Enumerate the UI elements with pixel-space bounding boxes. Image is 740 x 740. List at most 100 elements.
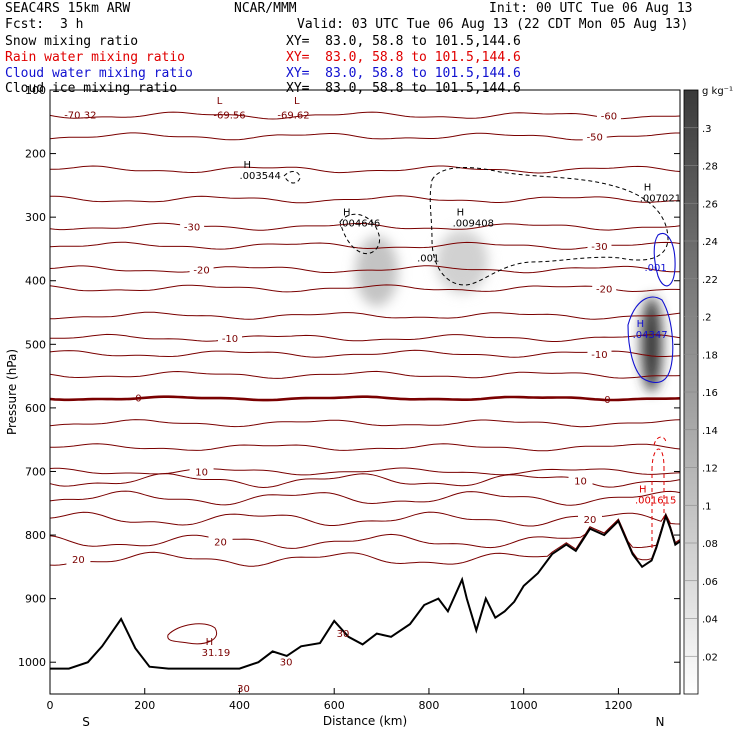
temperature-contour [50, 512, 680, 567]
field-cloudice-name: Cloud ice mixing ratio [5, 81, 178, 96]
valid-time: Valid: 03 UTC Tue 06 Aug 13 (22 CDT Mon … [297, 17, 689, 32]
high-marker-value: .001615 [635, 495, 676, 506]
y-tick-label: 400 [25, 275, 46, 288]
x-tick-label: 400 [229, 699, 250, 712]
contour-label-bg [66, 554, 91, 566]
high-marker-symbol: H [457, 208, 465, 219]
colorbar-unit: g kg⁻¹ [702, 86, 733, 97]
cloud-water-contour [627, 296, 674, 384]
y-tick-label: 900 [25, 593, 46, 606]
init-time: Init: 00 UTC Tue 06 Aug 13 [489, 1, 693, 16]
colorbar-tick-label: .24 [702, 237, 718, 248]
high-marker-value: .04347 [633, 330, 668, 341]
rain-water-contour-dashed [653, 436, 667, 446]
temperature-contour [50, 195, 680, 204]
top-extreme-label: L [294, 96, 300, 107]
temperature-contour [50, 370, 680, 379]
contour-label-bg [587, 240, 612, 252]
field-rain-name: Rain water mixing ratio [5, 50, 186, 65]
temperature-contour-label: 20 [72, 555, 85, 566]
high-marker-symbol: H [644, 182, 652, 193]
rain-water-contour-dashed [651, 448, 665, 548]
temperature-contour-label: -20 [193, 265, 209, 276]
terrain-line [50, 512, 680, 670]
y-axis-label: Pressure (hPa) [5, 349, 19, 435]
top-extreme-label: L [217, 96, 223, 107]
top-extreme-label: -69.56 [213, 111, 245, 122]
temperature-contour [50, 333, 680, 342]
contour-label-bg [578, 514, 602, 526]
high-marker-value: 31.19 [202, 648, 231, 659]
colorbar-tick-label: .12 [702, 464, 718, 475]
colorbar-tick-label: .22 [702, 275, 718, 286]
high-marker-value: .004646 [339, 219, 380, 230]
colorbar-tick-label: .26 [702, 199, 718, 210]
colorbar-tick-label: .02 [702, 652, 718, 663]
forecast-label: Fcst: [5, 17, 45, 32]
temperature-contour [50, 419, 680, 428]
x-tick-label: 0 [47, 699, 54, 712]
temperature-contour [50, 111, 680, 120]
y-tick-label: 300 [25, 211, 46, 224]
temperature-contour [50, 241, 680, 250]
temperature-contour-label: -60 [601, 111, 617, 122]
high-marker-symbol: H [243, 160, 251, 171]
y-tick-label: 800 [25, 529, 46, 542]
y-tick-label: 200 [25, 148, 46, 161]
y-tick-label: 1000 [18, 656, 46, 669]
high-marker-symbol: H [639, 484, 647, 495]
temperature-contour [50, 490, 680, 506]
contour-value-label: 0 [604, 395, 610, 406]
temperature-contour [50, 511, 680, 527]
temperature-contour [50, 284, 680, 293]
temperature-contour-label: 10 [574, 476, 587, 487]
contour-label-bg [582, 131, 607, 143]
high-marker-symbol: H [637, 319, 645, 330]
colorbar-tick-label: .3 [702, 124, 712, 135]
plot-frame [49, 89, 681, 695]
model-title: SEAC4RS 15km ARW [5, 1, 131, 16]
colorbar-tick-label: .18 [702, 350, 718, 361]
contour-value-label: 30 [280, 657, 293, 668]
contour-label-bg [189, 264, 214, 276]
field-rain-xy: XY= 83.0, 58.8 to 101.5,144.6 [286, 50, 521, 65]
x-axis-label: Distance (km) [323, 714, 407, 728]
field-cloudice-xy: XY= 83.0, 58.8 to 101.5,144.6 [286, 81, 521, 96]
high-marker-value: .003544 [239, 171, 280, 182]
temperature-contour [50, 132, 680, 141]
temperature-contour [50, 311, 680, 320]
colorbar-tick-label: .04 [702, 615, 718, 626]
contour-label-bg [180, 221, 205, 233]
temperature-contour [50, 512, 680, 549]
top-extreme-label: -70.32 [64, 111, 96, 122]
temperature-contour-closed [167, 623, 218, 645]
forecast-value: 3 h [60, 17, 84, 32]
field-snow-xy: XY= 83.0, 58.8 to 101.5,144.6 [286, 34, 521, 49]
temperature-contour [50, 443, 680, 452]
x-tick-label: 1000 [510, 699, 538, 712]
colorbar-tick-label: .16 [702, 388, 718, 399]
temperature-contour-zero [50, 395, 680, 402]
temperature-contour [50, 222, 680, 231]
y-tick-label: 700 [25, 465, 46, 478]
contour-label-bg [208, 536, 233, 548]
north-end-label: N [656, 715, 665, 729]
contour-value-label: .001 [417, 254, 439, 265]
colorbar-tick-label: .28 [702, 162, 718, 173]
temperature-contour-label: 10 [195, 467, 208, 478]
colorbar-tick-label: .2 [702, 313, 712, 324]
temperature-contour-label: -10 [222, 334, 238, 345]
temperature-contour-label: 20 [214, 537, 227, 548]
contour-value-label: 0 [135, 394, 141, 405]
snow-shading-blob [355, 236, 399, 307]
plot-area: -60 -50 -30 -30 -20 -20 -10 -10 10 10 20 20 20 -70.32… [50, 96, 681, 695]
contour-label-bg [592, 283, 617, 295]
x-tick-label: 1200 [604, 699, 632, 712]
snow-shading-blob [436, 229, 489, 294]
temperature-contour-label: -30 [591, 242, 607, 253]
temperature-contour [50, 165, 680, 174]
temperature-contour-label: -50 [587, 132, 603, 143]
y-tick-label: 500 [25, 338, 46, 351]
cloud-ice-contour-dashed [339, 213, 380, 254]
